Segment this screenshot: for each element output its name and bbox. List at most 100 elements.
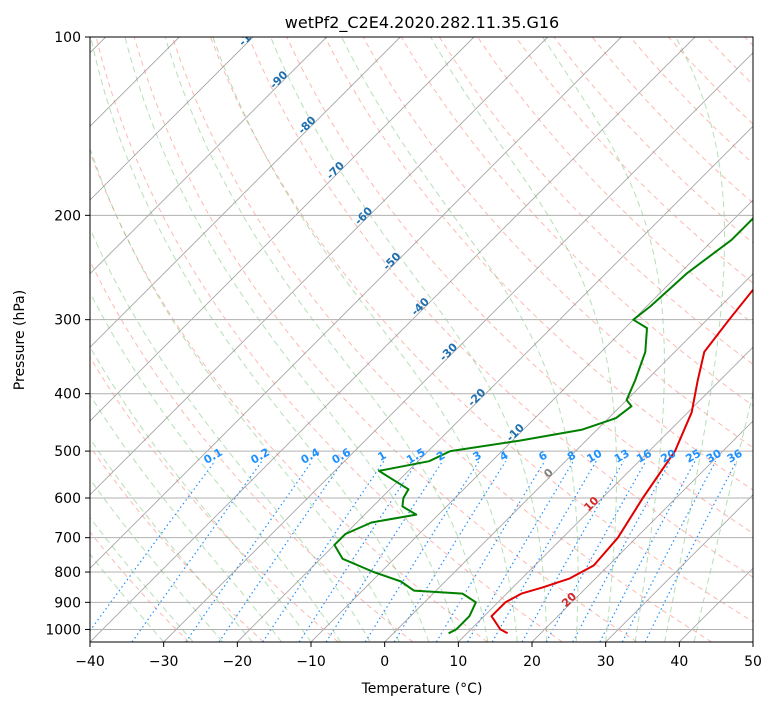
isotherm-label: -100 xyxy=(236,20,265,49)
moist-adiabat-line xyxy=(90,345,312,642)
isotherm-line xyxy=(163,52,753,642)
dry-adiabat-line xyxy=(90,531,190,642)
moist-adiabat-line xyxy=(90,37,430,642)
dry-adiabat-line xyxy=(400,37,753,407)
mixing-ratio-line xyxy=(572,460,671,642)
mixing-ratio-line xyxy=(218,460,344,642)
y-tick-label: 900 xyxy=(54,595,81,611)
isotherm-line xyxy=(90,37,475,422)
isotherm-line xyxy=(90,37,254,201)
moist-adiabat-line xyxy=(693,390,753,642)
skewed-isotherms xyxy=(90,37,753,642)
moist-adiabat-line xyxy=(90,147,400,642)
x-tick-label: 30 xyxy=(597,654,615,670)
x-tick-label: 40 xyxy=(670,654,688,670)
dry-adiabat-line xyxy=(248,37,753,578)
dry-adiabat-line xyxy=(133,37,638,642)
y-tick-label: 400 xyxy=(54,387,81,403)
isotherm-line xyxy=(678,567,753,642)
dry-adiabat-line xyxy=(90,445,264,642)
x-tick-label: −20 xyxy=(223,654,253,670)
mixing-ratio-line xyxy=(131,460,263,642)
isotherm-label: -20 xyxy=(465,386,488,409)
isotherm-line xyxy=(90,37,696,642)
mixing-ratio-line xyxy=(644,460,738,642)
mixing-ratio-line xyxy=(491,460,597,642)
mixing-ratio-lines xyxy=(90,460,738,642)
dry-adiabat-line xyxy=(591,37,753,204)
mixing-ratio-label: 25 xyxy=(683,447,703,466)
moist-adiabat-line xyxy=(430,37,617,642)
moist-adiabat-line xyxy=(90,394,282,642)
isotherm-line xyxy=(310,199,753,642)
moist-adiabat-line xyxy=(212,37,518,642)
x-tick-label: 0 xyxy=(380,654,389,670)
isotherm-label: -80 xyxy=(295,113,318,136)
sounding-traces xyxy=(333,216,753,635)
moist-adiabats xyxy=(90,37,753,642)
x-tick-label: −40 xyxy=(75,654,105,670)
mixing-ratio-label: 30 xyxy=(704,447,724,466)
mixing-ratio-label: 13 xyxy=(612,447,632,466)
y-tick-label: 100 xyxy=(54,30,81,46)
dry-adiabat-line xyxy=(515,37,753,284)
mixing-ratio-line xyxy=(325,460,444,642)
mixing-ratio-line xyxy=(599,460,696,642)
mixing-ratio-line xyxy=(185,460,313,642)
isotherm-line xyxy=(457,346,753,642)
x-tick-label: 20 xyxy=(523,654,541,670)
isotherm-line xyxy=(236,125,753,642)
mixing-ratio-label: 36 xyxy=(725,447,745,466)
isotherm-label: -30 xyxy=(437,340,460,363)
x-tick-label: −10 xyxy=(296,654,326,670)
isotherm-label: -50 xyxy=(380,250,403,273)
mixing-ratio-line xyxy=(298,460,419,642)
x-axis-label: Temperature (°C) xyxy=(361,681,483,697)
temperature-trace xyxy=(490,288,753,635)
dry-adiabat-line xyxy=(477,37,753,325)
y-tick-label: 200 xyxy=(54,208,81,224)
moist-adiabat-line xyxy=(270,37,548,642)
dry-adiabat-line xyxy=(706,37,753,86)
dewpoint-trace xyxy=(333,216,753,635)
dry-adiabat-line xyxy=(210,37,753,623)
moist-adiabat-line xyxy=(90,516,194,642)
pressure-gridlines xyxy=(90,37,753,630)
mixing-ratio-line xyxy=(466,460,574,642)
moist-adiabat-line xyxy=(542,37,665,642)
dry-adiabat-line xyxy=(171,37,712,642)
dry-adiabat-line xyxy=(90,356,339,642)
y-tick-label: 800 xyxy=(54,565,81,581)
dry-adiabat-line xyxy=(90,150,488,642)
isotherm-label: -40 xyxy=(409,295,432,318)
dry-adiabat-line xyxy=(438,37,753,366)
mixing-ratio-line xyxy=(364,460,480,642)
mixing-ratio-label: 0.1 xyxy=(201,446,224,467)
isotherm-label: 30 xyxy=(563,659,583,679)
moist-adiabat-line xyxy=(664,37,726,642)
y-axis: 100 200 300 400 500 600 700 800 900 1000 xyxy=(45,30,90,638)
isotherm-line xyxy=(90,37,401,348)
x-tick-label: −30 xyxy=(149,654,179,670)
moist-adiabat-line xyxy=(124,37,459,642)
isotherm-line xyxy=(90,37,622,569)
mixing-ratio-line xyxy=(90,460,216,632)
y-tick-label: 500 xyxy=(54,444,81,460)
y-tick-label: 1000 xyxy=(45,622,81,638)
isotherm-label: -70 xyxy=(324,159,347,182)
isotherm-line xyxy=(531,420,753,642)
moist-adiabat-line xyxy=(90,478,223,642)
isotherm-line xyxy=(605,494,753,642)
x-tick-label: 10 xyxy=(449,654,467,670)
isotherm-line xyxy=(90,37,549,496)
moist-adiabat-line xyxy=(164,37,489,642)
dry-adiabat-line xyxy=(95,37,563,642)
isotherm-line xyxy=(90,37,328,275)
y-tick-label: 700 xyxy=(54,531,81,547)
chart-title: wetPf2_C2E4.2020.282.11.35.G16 xyxy=(285,13,559,33)
y-tick-label: 300 xyxy=(54,313,81,329)
mixing-ratio-line xyxy=(621,460,717,642)
moist-adiabat-line xyxy=(90,227,371,642)
isotherm-line xyxy=(384,273,753,642)
